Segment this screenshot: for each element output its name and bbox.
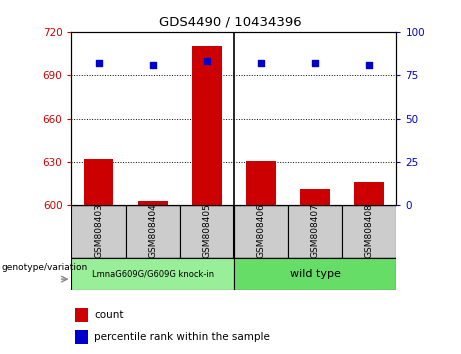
Text: GSM808408: GSM808408 bbox=[365, 203, 374, 258]
Text: GSM808405: GSM808405 bbox=[202, 203, 212, 258]
Bar bbox=[83, 159, 113, 205]
Text: count: count bbox=[94, 310, 124, 320]
Text: GSM808403: GSM808403 bbox=[94, 203, 103, 258]
Text: GDS4490 / 10434396: GDS4490 / 10434396 bbox=[159, 16, 302, 29]
Bar bbox=[192, 46, 222, 205]
Point bbox=[312, 60, 319, 66]
Text: genotype/variation: genotype/variation bbox=[1, 263, 88, 273]
Bar bbox=[71, 258, 234, 290]
Text: LmnaG609G/G609G knock-in: LmnaG609G/G609G knock-in bbox=[92, 270, 214, 279]
Bar bbox=[75, 308, 88, 322]
Bar bbox=[355, 182, 384, 205]
Text: wild type: wild type bbox=[290, 269, 341, 279]
Bar bbox=[71, 205, 125, 258]
Bar bbox=[342, 205, 396, 258]
Point bbox=[149, 62, 156, 68]
Bar bbox=[234, 205, 288, 258]
Point bbox=[366, 62, 373, 68]
Point bbox=[257, 60, 265, 66]
Point bbox=[203, 58, 211, 64]
Bar bbox=[75, 330, 88, 343]
Text: percentile rank within the sample: percentile rank within the sample bbox=[94, 332, 270, 342]
Text: GSM808406: GSM808406 bbox=[256, 203, 266, 258]
Point bbox=[95, 60, 102, 66]
Bar bbox=[180, 205, 234, 258]
Bar bbox=[300, 189, 330, 205]
Bar bbox=[138, 201, 168, 205]
Bar bbox=[234, 258, 396, 290]
Text: GSM808407: GSM808407 bbox=[311, 203, 320, 258]
Bar bbox=[125, 205, 180, 258]
Bar bbox=[246, 160, 276, 205]
Text: GSM808404: GSM808404 bbox=[148, 204, 157, 258]
Bar bbox=[288, 205, 342, 258]
